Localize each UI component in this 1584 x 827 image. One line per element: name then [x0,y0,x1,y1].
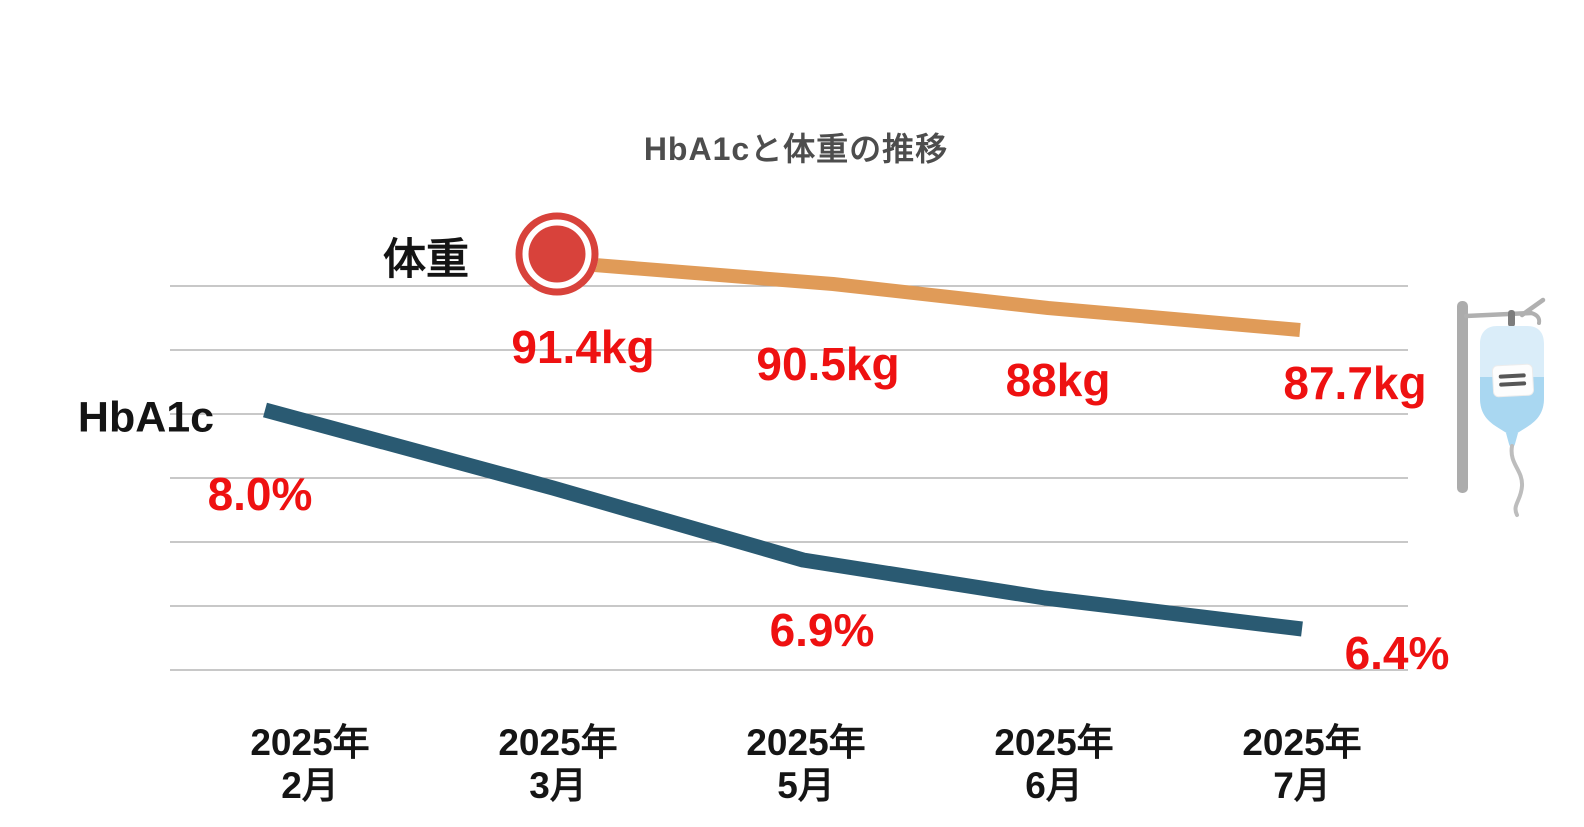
weight-value-label: 87.7kg [1283,357,1427,409]
iv-bag-label-card [1491,363,1535,398]
weight-series-label: 体重 [383,236,469,284]
iv-hook-arm [1463,310,1534,319]
iv-bag-nozzle [1506,433,1518,447]
iv-hook-tip [1529,311,1542,325]
red-circle-marker-icon [515,212,599,296]
iv-bag-label-line [1499,381,1527,387]
gridlines [170,285,1408,671]
iv-drip-stand-icon [1457,297,1546,517]
hba1c-value-label: 8.0% [207,468,313,520]
hba1c-value-label: 6.9% [769,604,875,656]
weight-value-label: 90.5kg [756,338,900,390]
x-tick-month: 3月 [529,764,587,806]
iv-tube [1509,444,1525,517]
iv-bag-label-line [1498,373,1526,379]
hba1c-line [263,402,1303,637]
x-tick-year: 2025年 [1242,722,1362,763]
weight-value-label: 91.4kg [511,321,655,373]
x-tick-year: 2025年 [746,722,866,763]
iv-bag-hanger [1508,310,1515,327]
x-tick-2025-07: 2025年 7月 [1242,722,1361,808]
x-tick-month: 5月 [777,764,835,806]
x-tick-month: 2月 [281,764,339,806]
x-tick-2025-02: 2025年 2月 [250,722,369,808]
x-tick-year: 2025年 [250,722,370,763]
x-tick-month: 6月 [1025,764,1083,806]
weight-value-label: 88kg [1005,354,1111,406]
iv-hook-prong [1519,297,1546,318]
hba1c-series-label: HbA1c [77,393,215,442]
x-tick-year: 2025年 [498,722,618,763]
x-tick-2025-03: 2025年 3月 [498,722,617,808]
chart-title: HbA1cと体重の推移 [643,131,949,167]
x-tick-month: 7月 [1273,764,1331,806]
hba1c-value-label: 6.4% [1344,627,1450,679]
marker-inner-dot [528,225,586,283]
x-tick-2025-05: 2025年 5月 [746,722,865,808]
iv-bag-label [1491,363,1535,398]
weight-line [556,255,1301,337]
iv-pole [1457,301,1468,493]
marker-outer-ring [515,212,599,296]
x-tick-2025-06: 2025年 6月 [994,722,1113,808]
x-tick-year: 2025年 [994,722,1114,763]
